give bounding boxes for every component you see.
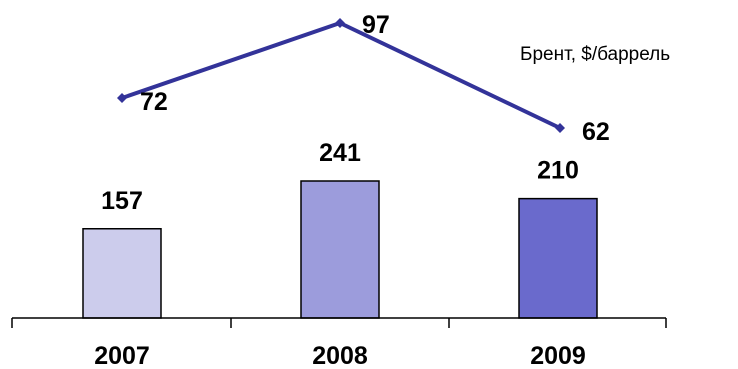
x-tick-label-2007: 2007 [94, 342, 150, 369]
bar-value-label-2009: 210 [537, 157, 579, 185]
labels-layer: 157 241 210 2007 2008 2009 72 97 62 [94, 11, 610, 369]
line-series-path [121, 21, 561, 130]
bar-value-label-2007: 157 [101, 187, 143, 215]
line-point-2007 [117, 93, 127, 103]
bar-2007 [82, 228, 162, 319]
bar-value-label-2008: 241 [319, 139, 361, 167]
line-point-2009 [555, 123, 565, 133]
line-series-caption: Брент, $/баррель [520, 44, 670, 65]
bars-layer [82, 180, 598, 319]
line-point-2008 [335, 18, 345, 28]
x-tick-label-2009: 2009 [530, 342, 586, 369]
line-value-label-2009: 62 [582, 118, 610, 146]
line-series [117, 18, 565, 133]
line-value-label-2008: 97 [362, 11, 390, 39]
line-value-label-2007: 72 [140, 88, 168, 116]
bar-2008 [300, 180, 380, 319]
x-tick-label-2008: 2008 [312, 342, 368, 369]
x-axis [11, 317, 667, 328]
bar-2009 [518, 197, 598, 319]
